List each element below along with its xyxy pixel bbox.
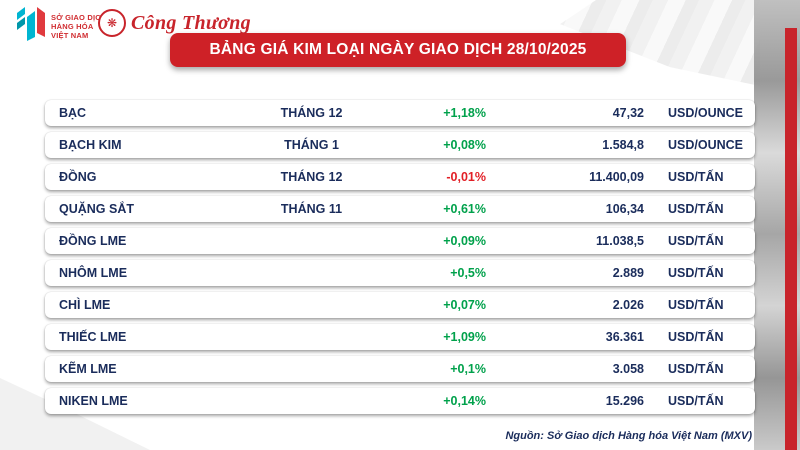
mxv-logo-text: SỞ GIAO DỊCH HÀNG HÓA VIỆT NAM (51, 13, 106, 40)
row-change: -0,01% (446, 170, 486, 184)
row-unit: USD/TẤN (668, 330, 724, 344)
commodity-name: BẠCH KIM (59, 138, 122, 152)
contract-month: THÁNG 12 (280, 106, 343, 120)
commodity-name: NIKEN LME (59, 394, 128, 408)
congthuong-emblem-icon: ❋ (98, 9, 126, 37)
mxv-logo-line2: HÀNG HÓA (51, 22, 94, 31)
table-row: CHÌ LME +0,07% 2.026 USD/TẤN (45, 292, 755, 318)
contract-month: THÁNG 12 (280, 170, 343, 184)
row-change: +0,07% (443, 298, 486, 312)
table-row: BẠC THÁNG 12 +1,18% 47,32 USD/OUNCE (45, 100, 755, 126)
row-change: +0,1% (450, 362, 486, 376)
table-row: QUẶNG SẮT THÁNG 11 +0,61% 106,34 USD/TẤN (45, 196, 755, 222)
congthuong-logo: ❋ Công Thương (98, 9, 251, 37)
row-unit: USD/OUNCE (668, 138, 744, 152)
source-note: Nguồn: Sở Giao dịch Hàng hóa Việt Nam (M… (505, 430, 752, 442)
row-unit: USD/TẤN (668, 234, 724, 248)
row-unit: USD/TẤN (668, 202, 724, 216)
row-value: 36.361 (605, 330, 644, 344)
row-change: +0,08% (443, 138, 486, 152)
mxv-logo-line1: SỞ GIAO DỊCH (51, 13, 107, 22)
commodity-name: THIẾC LME (59, 330, 127, 344)
commodity-name: KẼM LME (59, 362, 117, 376)
row-value: 47,32 (612, 106, 644, 120)
row-unit: USD/OUNCE (668, 106, 744, 120)
commodity-name: CHÌ LME (59, 298, 111, 312)
commodity-name: BẠC (59, 106, 87, 120)
row-change: +1,09% (443, 330, 486, 344)
row-value: 11.038,5 (596, 234, 644, 248)
mxv-logo-icon (16, 7, 46, 46)
row-change: +1,18% (443, 106, 486, 120)
commodity-name: ĐỒNG (59, 170, 97, 184)
row-value: 3.058 (612, 362, 644, 376)
price-table: BẠC THÁNG 12 +1,18% 47,32 USD/OUNCE BẠCH… (45, 100, 755, 420)
row-unit: USD/TẤN (668, 298, 724, 312)
table-row: ĐỒNG THÁNG 12 -0,01% 11.400,09 USD/TẤN (45, 164, 755, 190)
commodity-name: NHÔM LME (59, 266, 128, 280)
red-edge-bar (785, 28, 797, 450)
row-value: 2.889 (612, 266, 644, 280)
mxv-logo-line3: VIỆT NAM (51, 31, 89, 40)
commodity-name: QUẶNG SẮT (59, 202, 134, 216)
table-row: NIKEN LME +0,14% 15.296 USD/TẤN (45, 388, 755, 414)
table-row: KẼM LME +0,1% 3.058 USD/TẤN (45, 356, 755, 382)
row-value: 1.584,8 (602, 138, 644, 152)
row-unit: USD/TẤN (668, 394, 724, 408)
row-value: 11.400,09 (589, 170, 644, 184)
table-row: BẠCH KIM THÁNG 1 +0,08% 1.584,8 USD/OUNC… (45, 132, 755, 158)
row-change: +0,14% (443, 394, 486, 408)
row-unit: USD/TẤN (668, 362, 724, 376)
table-row: THIẾC LME +1,09% 36.361 USD/TẤN (45, 324, 755, 350)
table-row: NHÔM LME +0,5% 2.889 USD/TẤN (45, 260, 755, 286)
contract-month: THÁNG 11 (280, 202, 343, 216)
row-change: +0,61% (443, 202, 486, 216)
commodity-name: ĐỒNG LME (59, 234, 127, 248)
mxv-logo: SỞ GIAO DỊCH HÀNG HÓA VIỆT NAM (16, 7, 106, 46)
page-title: BẢNG GIÁ KIM LOẠI NGÀY GIAO DỊCH 28/10/2… (170, 33, 626, 67)
row-change: +0,09% (443, 234, 486, 248)
contract-month: THÁNG 1 (284, 138, 339, 152)
table-row: ĐỒNG LME +0,09% 11.038,5 USD/TẤN (45, 228, 755, 254)
congthuong-logo-text: Công Thương (131, 11, 251, 34)
row-unit: USD/TẤN (668, 266, 724, 280)
row-change: +0,5% (450, 266, 486, 280)
row-value: 106,34 (605, 202, 644, 216)
row-value: 15.296 (605, 394, 644, 408)
row-unit: USD/TẤN (668, 170, 724, 184)
row-value: 2.026 (612, 298, 644, 312)
